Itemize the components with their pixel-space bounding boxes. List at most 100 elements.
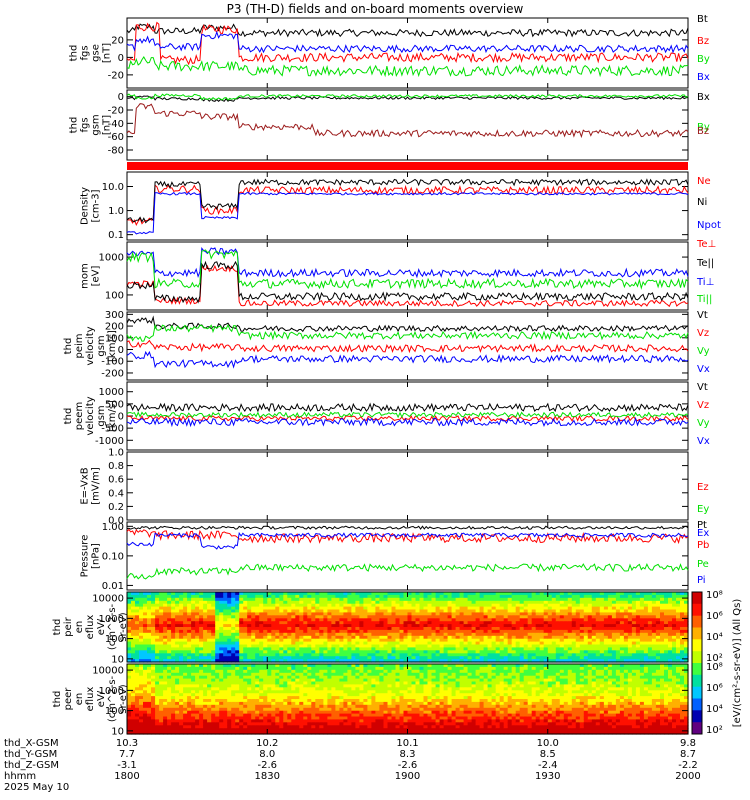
heatmap-cell bbox=[295, 612, 300, 616]
heatmap-cell bbox=[231, 690, 236, 694]
heatmap-cell bbox=[551, 641, 557, 646]
heatmap-cell bbox=[587, 615, 593, 619]
heatmap-cell bbox=[479, 615, 485, 619]
heatmap-cell bbox=[183, 606, 188, 611]
heatmap-cell bbox=[259, 653, 264, 657]
heatmap-cell bbox=[391, 635, 397, 640]
heatmap-cell bbox=[423, 641, 429, 646]
heatmap-cell bbox=[439, 656, 445, 660]
heatmap-cell bbox=[207, 632, 212, 637]
heatmap-cell bbox=[631, 629, 637, 634]
heatmap-cell bbox=[235, 632, 240, 637]
heatmap-cell bbox=[283, 675, 288, 680]
heatmap-cell bbox=[535, 618, 541, 622]
heatmap-cell bbox=[187, 716, 192, 720]
heatmap-cell bbox=[291, 597, 296, 602]
heatmap-cell bbox=[335, 624, 340, 628]
heatmap-cell bbox=[335, 687, 340, 691]
heatmap-cell bbox=[251, 618, 256, 622]
heatmap-cell bbox=[283, 618, 288, 622]
heatmap-cell bbox=[299, 615, 304, 619]
heatmap-cell bbox=[151, 638, 156, 643]
heatmap-cell bbox=[235, 627, 240, 631]
heatmap-cell bbox=[151, 672, 156, 677]
heatmap-cell bbox=[307, 638, 312, 643]
heatmap-cell bbox=[459, 606, 465, 611]
heatmap-cell bbox=[147, 728, 152, 732]
heatmap-cell bbox=[515, 612, 521, 616]
heatmap-cell bbox=[339, 672, 344, 677]
heatmap-cell bbox=[295, 681, 300, 685]
heatmap-cell bbox=[555, 606, 561, 611]
heatmap-cell bbox=[475, 638, 481, 643]
heatmap-cell bbox=[143, 690, 148, 694]
heatmap-cell bbox=[227, 666, 232, 671]
heatmap-cell bbox=[159, 672, 164, 677]
heatmap-cell bbox=[127, 696, 132, 700]
heatmap-cell bbox=[127, 606, 132, 611]
series-line-Bt bbox=[126, 23, 689, 38]
heatmap-cell bbox=[599, 609, 605, 613]
heatmap-cell bbox=[311, 644, 316, 648]
heatmap-cell bbox=[475, 609, 481, 613]
heatmap-cell bbox=[339, 609, 344, 613]
heatmap-cell bbox=[603, 606, 609, 611]
heatmap-cell bbox=[447, 603, 453, 608]
heatmap-cell bbox=[207, 684, 212, 688]
heatmap-cell bbox=[279, 615, 284, 619]
heatmap-cell bbox=[339, 669, 344, 674]
heatmap-cell bbox=[331, 615, 336, 619]
heatmap-cell bbox=[239, 687, 244, 691]
heatmap-cell bbox=[175, 728, 180, 732]
heatmap-cell bbox=[503, 656, 509, 660]
heatmap-cell bbox=[211, 629, 216, 634]
heatmap-cell bbox=[647, 609, 653, 613]
heatmap-cell bbox=[343, 606, 348, 611]
heatmap-cell bbox=[167, 603, 172, 608]
heatmap-cell bbox=[223, 681, 228, 685]
heatmap-cell bbox=[439, 592, 445, 596]
heatmap-cell bbox=[227, 681, 232, 685]
heatmap-cell bbox=[427, 656, 433, 660]
heatmap-cell bbox=[251, 603, 256, 608]
heatmap-cell bbox=[199, 707, 204, 712]
heatmap-cell bbox=[171, 664, 176, 668]
y-tick-label: 0 bbox=[118, 345, 124, 356]
heatmap-cell bbox=[227, 728, 232, 732]
heatmap-cell bbox=[311, 635, 316, 640]
heatmap-cell bbox=[391, 653, 397, 657]
heatmap-cell bbox=[471, 621, 477, 625]
heatmap-cell bbox=[487, 656, 493, 660]
heatmap-cell bbox=[307, 618, 312, 622]
heatmap-cell bbox=[423, 624, 429, 628]
heatmap-cell bbox=[495, 638, 501, 643]
heatmap-cell bbox=[627, 612, 633, 616]
heatmap-cell bbox=[275, 675, 280, 680]
heatmap-cell bbox=[191, 669, 196, 674]
heatmap-cell bbox=[507, 653, 513, 657]
heatmap-cell bbox=[239, 632, 244, 637]
heatmap-cell bbox=[227, 592, 232, 596]
heatmap-cell bbox=[299, 699, 304, 703]
heatmap-cell bbox=[323, 627, 328, 631]
heatmap-cell bbox=[343, 690, 348, 694]
heatmap-cell bbox=[367, 612, 372, 616]
heatmap-cell bbox=[375, 653, 380, 657]
heatmap-cell bbox=[435, 635, 441, 640]
heatmap-cell bbox=[491, 606, 497, 611]
heatmap-cell bbox=[283, 621, 288, 625]
heatmap-cell bbox=[175, 690, 180, 694]
heatmap-cell bbox=[283, 725, 288, 729]
heatmap-cell bbox=[331, 650, 336, 654]
heatmap-cell bbox=[323, 641, 328, 646]
heatmap-cell bbox=[495, 647, 501, 651]
heatmap-cell bbox=[151, 728, 156, 732]
heatmap-cell bbox=[371, 597, 376, 602]
heatmap-cell bbox=[187, 659, 192, 663]
heatmap-cell bbox=[680, 659, 685, 663]
heatmap-cell bbox=[471, 629, 477, 634]
heatmap-cell bbox=[567, 650, 573, 654]
heatmap-cell bbox=[183, 731, 188, 735]
heatmap-cell bbox=[527, 650, 533, 654]
heatmap-cell bbox=[363, 629, 368, 634]
